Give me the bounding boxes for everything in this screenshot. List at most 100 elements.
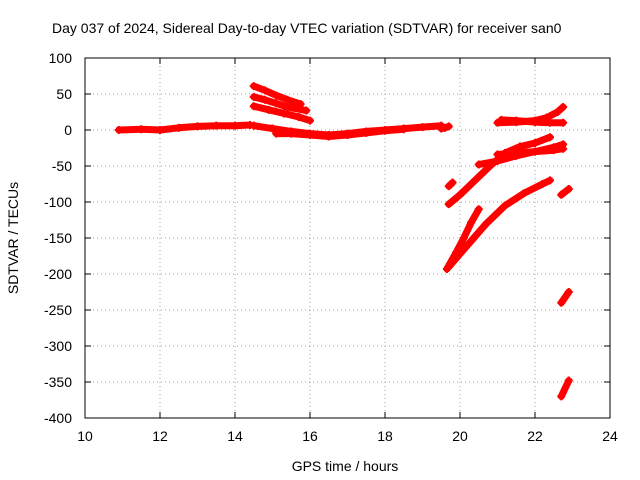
data-point	[564, 376, 573, 385]
data-point	[272, 91, 281, 100]
data-point	[114, 126, 123, 134]
data-point	[512, 116, 521, 125]
data-point	[474, 160, 483, 169]
series-s8	[444, 178, 457, 191]
data-point	[493, 150, 502, 159]
data-point	[249, 82, 258, 91]
data-point	[268, 124, 277, 133]
chart-title: Day 037 of 2024, Sidereal Day-to-day VTE…	[52, 20, 562, 36]
data-point	[531, 147, 539, 156]
data-point	[549, 146, 558, 155]
data-point	[441, 123, 449, 132]
data-point	[287, 129, 296, 138]
data-point	[538, 180, 547, 188]
data-series	[114, 82, 573, 401]
data-point	[324, 132, 333, 141]
y-tick-label: -150	[44, 230, 72, 246]
data-point	[272, 99, 281, 108]
data-point	[512, 149, 521, 158]
x-tick-label: 12	[152, 428, 168, 444]
data-point	[474, 205, 483, 214]
series-s4	[249, 92, 311, 115]
y-tick-label: 100	[49, 50, 73, 66]
data-point	[418, 123, 427, 132]
plot-frame	[84, 57, 611, 419]
series-s1	[114, 120, 254, 134]
data-point	[249, 92, 258, 101]
series-s7	[437, 122, 453, 133]
data-point	[272, 129, 281, 138]
x-tick-label: 18	[377, 428, 393, 444]
data-point	[212, 121, 221, 130]
y-tick-label: -400	[44, 410, 72, 426]
data-point	[448, 178, 457, 187]
data-point	[557, 190, 566, 199]
series-s9	[444, 133, 554, 209]
data-point	[564, 288, 573, 296]
data-point	[497, 115, 506, 124]
data-point	[343, 131, 352, 140]
data-point	[249, 121, 258, 130]
x-tick-label: 14	[227, 428, 243, 444]
data-point	[261, 86, 269, 95]
x-tick-label: 24	[602, 428, 618, 444]
y-tick-label: -300	[44, 338, 72, 354]
y-tick-label: -100	[44, 194, 72, 210]
data-point	[306, 131, 314, 140]
data-point	[249, 102, 258, 111]
series-line	[557, 377, 573, 400]
data-point	[261, 95, 269, 104]
data-point	[564, 185, 573, 194]
data-point	[557, 392, 566, 401]
data-point	[482, 219, 491, 228]
data-point	[531, 138, 539, 147]
data-point	[559, 102, 568, 111]
data-point	[193, 122, 202, 131]
data-point	[156, 126, 164, 134]
data-point	[137, 125, 146, 134]
x-axis-label: GPS time / hours	[292, 458, 399, 474]
x-tick-label: 10	[77, 428, 93, 444]
data-point	[444, 122, 453, 131]
series-s18	[557, 376, 573, 401]
data-point	[264, 105, 273, 114]
data-point	[501, 201, 509, 210]
series-s5	[249, 102, 314, 125]
data-point	[553, 108, 562, 116]
data-point	[531, 118, 539, 127]
data-point	[546, 133, 554, 142]
y-tick-label: -50	[52, 158, 72, 174]
series-s17	[557, 288, 573, 307]
series-s6	[272, 125, 408, 141]
data-point	[459, 234, 468, 242]
data-point	[302, 106, 311, 115]
data-point	[559, 144, 568, 153]
data-point	[546, 176, 554, 185]
y-tick-label: -250	[44, 302, 72, 318]
axis-ticks: 10 12 14 16 18 20 22 24 100 50 0 -50 -100 -150 -200 -25…	[44, 50, 618, 444]
data-point	[279, 109, 288, 118]
x-tick-label: 20	[452, 428, 468, 444]
series-s13	[493, 144, 568, 159]
data-point	[306, 116, 314, 125]
data-point	[399, 125, 408, 134]
y-tick-label: -200	[44, 266, 72, 282]
data-point	[471, 176, 479, 185]
data-point	[557, 298, 566, 307]
data-point	[381, 126, 389, 135]
series-s16	[557, 185, 573, 199]
data-point	[231, 121, 239, 130]
data-point	[546, 118, 554, 127]
data-point	[444, 262, 453, 271]
series-s11	[444, 176, 554, 271]
data-point	[283, 95, 292, 104]
x-tick-label: 16	[302, 428, 318, 444]
y-tick-label: -350	[44, 374, 72, 390]
data-point	[559, 118, 568, 127]
y-axis-label: SDTVAR / TECUs	[5, 182, 21, 294]
series-s15	[497, 115, 568, 127]
data-point	[444, 200, 453, 209]
data-point	[283, 102, 292, 111]
grid-lines	[85, 58, 610, 418]
